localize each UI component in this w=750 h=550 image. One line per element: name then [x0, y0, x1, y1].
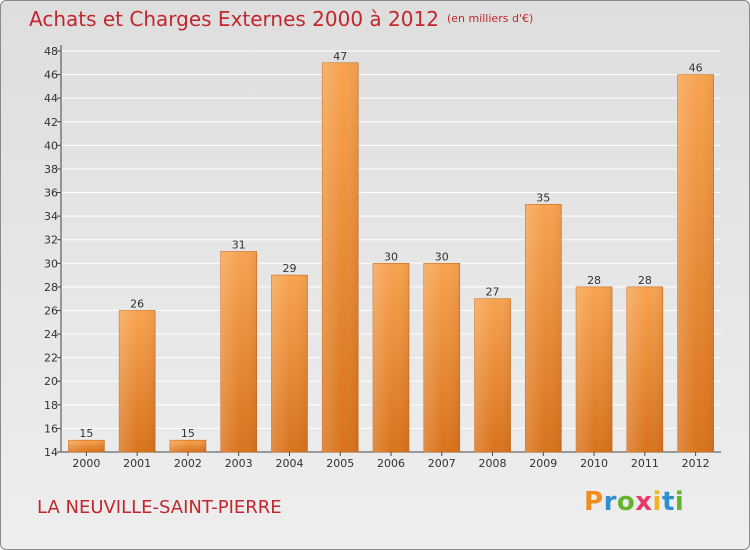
y-tick-label: 18	[44, 399, 58, 412]
x-tick-label: 2012	[682, 457, 710, 470]
value-label-2000: 15	[79, 427, 93, 440]
chart-unit-label: (en milliers d'€)	[446, 12, 534, 25]
value-label-2008: 27	[486, 286, 500, 299]
labels: 14 16 18 20 22 24 26 28 30 32 34 36 38 40 42 44 46 48 2000…	[44, 45, 710, 470]
y-tick-label: 32	[44, 234, 58, 247]
x-tick-label: 2002	[174, 457, 202, 470]
bar-shine-2000	[68, 440, 105, 452]
value-label-2012: 46	[689, 62, 703, 75]
bar-shine-2003	[220, 251, 257, 452]
y-tick-label: 38	[44, 163, 58, 176]
y-tick-label: 14	[44, 446, 58, 459]
bar-shine-2001	[119, 310, 156, 452]
y-tick-label: 22	[44, 352, 58, 365]
value-label-2009: 35	[536, 191, 550, 204]
bar-shine-2010	[576, 286, 613, 452]
bar-shine-2007	[423, 263, 460, 452]
y-tick-label: 36	[44, 187, 58, 200]
value-label-2010: 28	[587, 274, 601, 287]
y-tick-label: 28	[44, 281, 58, 294]
y-tick-label: 16	[44, 422, 58, 435]
y-tick-label: 42	[44, 116, 58, 129]
value-label-2004: 29	[282, 262, 296, 275]
bars	[68, 62, 714, 453]
bar-shine-2008	[474, 298, 511, 452]
value-label-2011: 28	[638, 274, 652, 287]
bar-shine-2012	[677, 74, 714, 453]
x-tick-label: 2005	[326, 457, 354, 470]
x-tick-label: 2007	[428, 457, 456, 470]
y-tick-label: 24	[44, 328, 58, 341]
value-label-2003: 31	[232, 239, 246, 252]
y-tick-label: 20	[44, 375, 58, 388]
y-tick-label: 34	[44, 210, 58, 223]
x-tick-label: 2010	[580, 457, 608, 470]
value-label-2006: 30	[384, 250, 398, 263]
proxiti-logo: Proxiti	[584, 487, 685, 517]
bar-shine-2006	[373, 263, 409, 452]
y-tick-label: 40	[44, 139, 58, 152]
bar-shine-2005	[322, 62, 359, 452]
value-label-2002: 15	[181, 427, 195, 440]
location-label: LA NEUVILLE-SAINT-PIERRE	[37, 497, 282, 518]
x-tick-label: 2000	[72, 457, 100, 470]
bar-shine-2011	[626, 286, 663, 452]
y-tick-label: 48	[44, 45, 58, 58]
y-tick-label: 26	[44, 304, 58, 317]
bar-shine-2004	[271, 275, 308, 452]
x-tick-label: 2003	[225, 457, 253, 470]
y-tick-label: 30	[44, 257, 58, 270]
value-label-2005: 47	[333, 50, 347, 63]
x-tick-label: 2011	[631, 457, 659, 470]
x-tick-label: 2004	[275, 457, 303, 470]
value-label-2001: 26	[130, 297, 144, 310]
value-label-2007: 30	[435, 250, 449, 263]
chart-title: Achats et Charges Externes 2000 à 2012 (e…	[29, 7, 533, 31]
bar-shine-2002	[169, 440, 206, 452]
bar-shine-2009	[525, 204, 562, 452]
x-tick-label: 2009	[529, 457, 557, 470]
x-tick-label: 2006	[377, 457, 405, 470]
chart-title-text: Achats et Charges Externes 2000 à 2012	[29, 7, 439, 31]
y-tick-label: 46	[44, 69, 58, 82]
x-tick-label: 2001	[123, 457, 151, 470]
x-tick-label: 2008	[479, 457, 507, 470]
y-tick-label: 44	[44, 92, 58, 105]
